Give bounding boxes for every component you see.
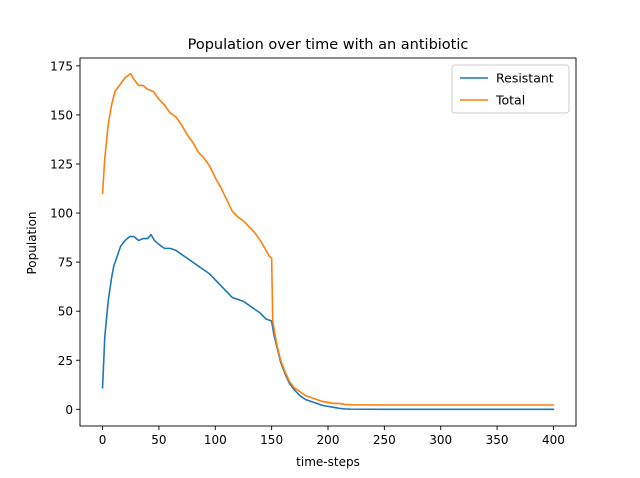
x-tick-label: 300 bbox=[429, 433, 452, 447]
y-tick-label: 0 bbox=[65, 403, 73, 417]
y-axis-label: Population bbox=[25, 211, 39, 274]
y-axis: 0 25 50 75 100 125 150 175 bbox=[50, 59, 80, 417]
x-tick-label: 350 bbox=[486, 433, 509, 447]
x-tick-label: 100 bbox=[204, 433, 227, 447]
x-tick-label: 400 bbox=[542, 433, 565, 447]
y-tick-label: 25 bbox=[58, 354, 73, 368]
x-tick-label: 150 bbox=[260, 433, 283, 447]
y-tick-label: 100 bbox=[50, 207, 73, 221]
x-tick-label: 0 bbox=[99, 433, 107, 447]
chart-title: Population over time with an antibiotic bbox=[188, 37, 469, 53]
x-axis: 0 50 100 150 200 250 300 350 400 bbox=[99, 426, 565, 447]
legend: Resistant Total bbox=[451, 64, 570, 114]
x-tick-label: 200 bbox=[317, 433, 340, 447]
legend-box bbox=[451, 64, 570, 114]
legend-label-total: Total bbox=[495, 93, 525, 108]
x-tick-label: 50 bbox=[151, 433, 166, 447]
series-line-resistant bbox=[101, 233, 555, 411]
y-tick-label: 50 bbox=[58, 305, 73, 319]
x-tick-label: 250 bbox=[373, 433, 396, 447]
x-axis-label: time-steps bbox=[296, 455, 360, 469]
legend-label-resistant: Resistant bbox=[496, 71, 554, 86]
y-tick-label: 175 bbox=[50, 59, 73, 73]
y-tick-label: 150 bbox=[50, 108, 73, 122]
y-tick-label: 75 bbox=[58, 256, 73, 270]
series-line-total bbox=[101, 72, 555, 406]
y-tick-label: 125 bbox=[50, 157, 73, 171]
